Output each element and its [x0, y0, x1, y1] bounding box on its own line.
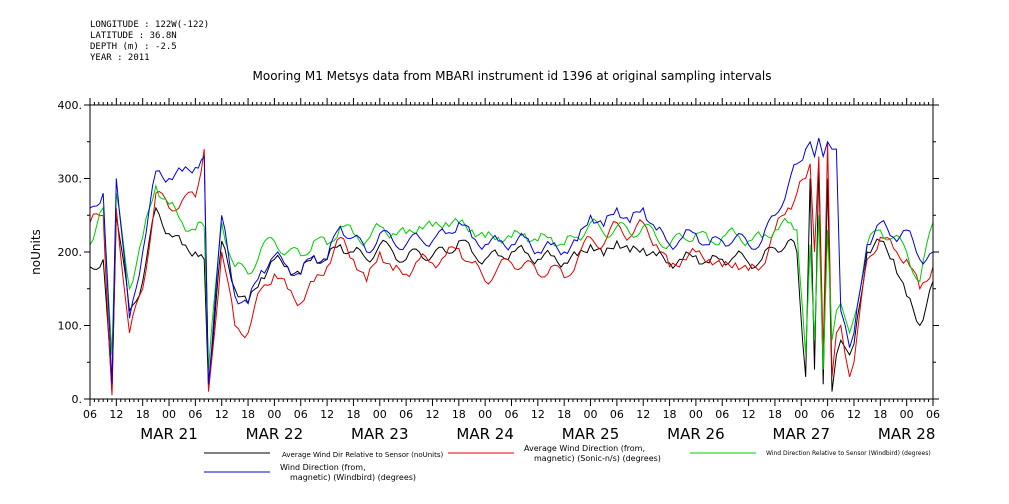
legend: Average Wind Dir Relative to Sensor (noU… [204, 444, 931, 482]
series-line-4 [89, 137, 934, 385]
y-tick-label: 100. [58, 320, 83, 333]
y-axis-label: noUnits [29, 229, 43, 275]
x-hour-label: 06 [294, 408, 308, 421]
x-hour-label: 12 [425, 408, 439, 421]
x-hour-label: 06 [188, 408, 202, 421]
legend-label-4: Wind Direction (from, magnetic) (Windbird… [280, 463, 416, 482]
x-hour-label: 00 [373, 408, 387, 421]
x-hour-label: 06 [715, 408, 729, 421]
y-tick-label: 300. [58, 173, 83, 186]
x-hour-label: 06 [610, 408, 624, 421]
x-hour-label: 12 [847, 408, 861, 421]
x-hour-label: 18 [452, 408, 466, 421]
axis-layer: 0. 100. 200. 300. 400. 06 12 18 00 06 12 18 00 06 12 18… [58, 98, 940, 443]
x-day-label: MAR 28 [878, 425, 935, 443]
x-hour-label: 12 [215, 408, 229, 421]
legend-label-3: Wind Direction Relative to Sensor (Windb… [766, 450, 931, 457]
x-hour-label: 12 [109, 408, 123, 421]
x-hour-label: 00 [267, 408, 281, 421]
x-hour-label: 18 [557, 408, 571, 421]
x-day-label: MAR 26 [667, 425, 724, 443]
x-hour-label: 06 [926, 408, 940, 421]
x-hour-label: 18 [663, 408, 677, 421]
x-hour-label: 06 [399, 408, 413, 421]
y-tick-label: 400. [58, 99, 83, 112]
y-tick-label: 200. [58, 246, 83, 259]
x-hour-label: 00 [478, 408, 492, 421]
x-hour-label: 00 [162, 408, 176, 421]
series-line-3 [89, 183, 934, 370]
x-hour-label: 00 [689, 408, 703, 421]
x-hour-label: 18 [346, 408, 360, 421]
x-hour-label: 00 [584, 408, 598, 421]
series-layer [89, 137, 934, 396]
x-hour-label: 06 [821, 408, 835, 421]
chart-title: Mooring M1 Metsys data from MBARI instru… [253, 69, 772, 83]
x-hour-label: 12 [531, 408, 545, 421]
x-hour-label: 18 [873, 408, 887, 421]
x-hour-label: 06 [83, 408, 97, 421]
x-hour-label: 12 [320, 408, 334, 421]
x-day-label: MAR 27 [773, 425, 830, 443]
year-text: YEAR : 2011 [90, 53, 150, 63]
x-hour-label: 00 [900, 408, 914, 421]
x-hour-label: 18 [241, 408, 255, 421]
x-hour-label: 00 [794, 408, 808, 421]
x-hour-label: 18 [136, 408, 150, 421]
x-day-label: MAR 25 [562, 425, 619, 443]
x-day-label: MAR 24 [456, 425, 513, 443]
legend-label-1: Average Wind Dir Relative to Sensor (noU… [282, 451, 443, 459]
x-day-label: MAR 23 [351, 425, 408, 443]
depth-text: DEPTH (m) : -2.5 [90, 42, 177, 52]
y-tick-label: 0. [72, 393, 83, 406]
x-hour-label: 06 [505, 408, 519, 421]
metadata-block: LONGITUDE : 122W(-122) LATITUDE : 36.8N … [90, 20, 209, 64]
longitude-text: LONGITUDE : 122W(-122) [90, 20, 210, 30]
x-hour-label: 12 [742, 408, 756, 421]
series-line-2 [89, 141, 934, 396]
x-day-label: MAR 22 [246, 425, 303, 443]
x-hour-label: 12 [636, 408, 650, 421]
x-day-label: MAR 21 [140, 425, 197, 443]
legend-label-2: Average Wind Direction (from, magnetic) (… [524, 444, 661, 463]
x-hour-label: 18 [768, 408, 782, 421]
latitude-text: LATITUDE : 36.8N [90, 31, 177, 41]
